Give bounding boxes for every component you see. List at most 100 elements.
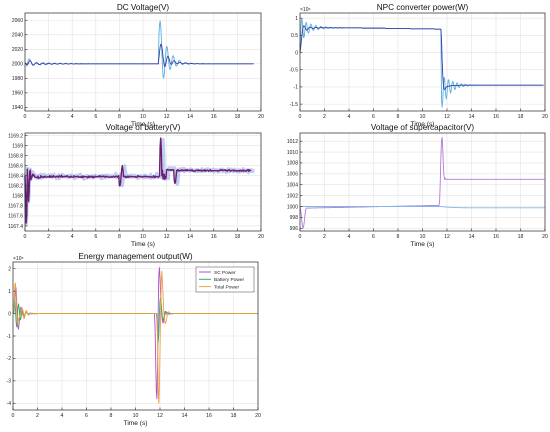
npc-power-x-tick-label: 10 [420,114,426,120]
battery-voltage-y-tick-label: 1168.4 [8,174,23,180]
sc-voltage-x-tick-label: 20 [542,234,548,240]
npc-power-y-tick-label: -1 [294,85,299,91]
sc-voltage-x-tick-label: 6 [372,234,375,240]
sc-voltage-x-tick-label: 4 [348,234,351,240]
npc-power-x-tick-label: 6 [372,114,375,120]
sc-voltage-y-tick-label: 998 [290,215,299,221]
dc-voltage-series-2-line [24,43,254,68]
sc-voltage-y-tick-label: 1004 [287,183,298,189]
dc-voltage-x-tick-label: 10 [140,114,146,120]
energy-management-y-tick-label: 2 [8,267,11,273]
energy-management-axis-exponent: ×10⁵ [13,256,24,262]
dc-voltage-x-tick-label: 2 [47,114,50,120]
npc-power-x-tick-label: 8 [397,114,400,120]
battery-voltage-y-tick-label: 1168.8 [8,153,23,159]
battery-voltage-x-tick-label: 12 [164,234,170,240]
battery-voltage-x-tick-label: 18 [235,234,241,240]
battery-voltage-x-axis-label: Time (s) [131,241,155,248]
dc-voltage-x-tick-label: 6 [94,114,97,120]
battery-voltage-x-tick-label: 20 [258,234,264,240]
battery-voltage-series-2-line [24,137,252,224]
battery-voltage-x-tick-label: 8 [118,234,121,240]
sc-voltage-x-tick-label: 16 [493,234,499,240]
energy-management-x-tick-label: 10 [133,413,139,419]
battery-voltage-x-tick-label: 16 [211,234,217,240]
energy-management-x-tick-label: 4 [61,413,64,419]
sc-voltage-series-2-line [300,206,545,209]
sc-voltage-x-axis-label: Time (s) [411,241,435,248]
sc-voltage-x-tick-label: 12 [444,234,450,240]
sc-voltage-y-tick-label: 1002 [287,193,298,199]
sc-voltage-y-tick-label: 1008 [287,161,298,167]
battery-voltage-x-tick-label: 14 [187,234,193,240]
dc-voltage-x-tick-label: 18 [235,114,241,120]
dc-voltage-y-tick-label: 1940 [12,105,23,111]
energy-management-x-tick-label: 6 [85,413,88,419]
energy-management-legend-label: SC Power [214,270,236,276]
npc-power-series-2-line [299,25,544,91]
dc-voltage-y-tick-label: 2060 [12,18,23,24]
sc-voltage-y-tick-label: 1010 [287,150,298,156]
energy-management-y-tick-label: -1 [7,334,12,340]
battery-voltage-y-tick-label: 1168.2 [8,184,23,190]
npc-power-y-tick-label: -1.5 [289,102,298,108]
dc-voltage-x-tick-label: 14 [187,114,193,120]
energy-management-legend-label: Battery Power [214,277,245,283]
sc-voltage-x-tick-label: 0 [299,234,302,240]
npc-power-y-tick-label: 0.5 [291,33,298,39]
npc-power-x-tick-label: 0 [299,114,302,120]
dc-voltage-x-tick-label: 16 [211,114,217,120]
npc-power-x-tick-label: 14 [469,114,475,120]
energy-management-x-tick-label: 18 [231,413,237,419]
sc-voltage-x-tick-label: 2 [323,234,326,240]
battery-voltage-y-tick-label: 1169 [12,143,23,149]
battery-voltage-y-tick-label: 1167.8 [8,204,23,210]
battery-voltage-title: Voltage of battery(V) [106,123,181,132]
energy-management-y-tick-label: -3 [7,379,12,385]
energy-management-title: Energy management output(W) [78,252,192,261]
npc-power-x-tick-label: 20 [542,114,548,120]
dc-voltage-y-tick-label: 2000 [12,62,23,68]
battery-voltage-x-tick-label: 6 [94,234,97,240]
npc-power-x-tick-label: 18 [518,114,524,120]
sc-voltage-y-tick-label: 1000 [287,204,298,210]
sc-voltage-x-tick-label: 10 [420,234,426,240]
energy-management-x-tick-label: 16 [206,413,212,419]
npc-power-x-tick-label: 16 [493,114,499,120]
energy-management-x-tick-label: 0 [12,413,15,419]
sc-voltage-y-tick-label: 1012 [287,139,298,145]
dc-voltage-x-tick-label: 4 [71,114,74,120]
battery-voltage-x-tick-label: 0 [24,234,27,240]
npc-power-axis-exponent: ×10⁶ [300,7,311,13]
sc-voltage-title: Voltage of supercapacitor(V) [371,123,475,132]
sc-voltage-series-1-line [299,137,545,229]
npc-power-chart: 0 2 4 6 8 10 12 14 16 18 20 -1.5 -1 -0.5 0 0.5 1×10⁶ NPC … [289,3,548,128]
energy-management-chart: 0 2 4 6 8 10 12 14 16 18 20-4-3-2-1012×10⁵ Energy m… [7,252,261,427]
battery-voltage-x-tick-label: 10 [140,234,146,240]
energy-management-x-tick-label: 20 [255,413,261,419]
energy-management-x-tick-label: 12 [157,413,163,419]
dc-voltage-y-tick-label: 1980 [12,76,23,82]
npc-power-y-tick-label: 1 [295,16,298,22]
sc-voltage-x-tick-label: 14 [469,234,475,240]
sc-voltage-y-tick-label: 1006 [287,172,298,178]
battery-voltage-chart: 0 2 4 6 8 10 12 14 16 18 20 1167.4 1167.6 1167.8 1168 1… [8,123,264,248]
energy-management-y-tick-label: 1 [8,289,11,295]
energy-management-x-axis-label: Time (s) [124,420,148,427]
npc-power-y-tick-label: 0 [295,50,298,56]
sc-voltage-x-tick-label: 18 [518,234,524,240]
npc-power-title: NPC converter power(W) [377,3,469,12]
battery-voltage-y-tick-label: 1169.2 [8,133,23,139]
dc-voltage-x-tick-label: 8 [118,114,121,120]
dc-voltage-x-tick-label: 0 [24,114,27,120]
sc-voltage-y-tick-label: 996 [290,226,299,232]
battery-voltage-x-tick-label: 2 [47,234,50,240]
energy-management-series-total-power-line [13,270,258,404]
npc-power-x-tick-label: 4 [348,114,351,120]
dc-voltage-y-tick-label: 1960 [12,91,23,97]
dc-voltage-x-tick-label: 12 [164,114,170,120]
dc-voltage-y-tick-label: 2040 [12,33,23,39]
energy-management-y-tick-label: -4 [7,401,12,407]
